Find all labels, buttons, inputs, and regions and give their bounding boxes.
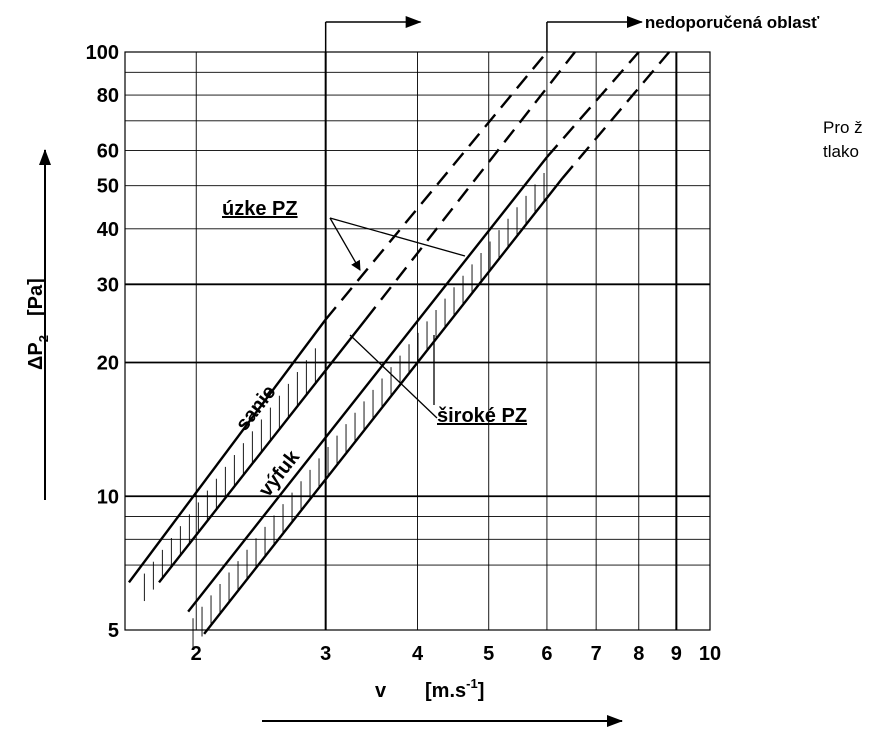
wide-zone-leader-1 xyxy=(349,334,438,419)
y-tick-label: 20 xyxy=(97,353,119,375)
series-dashed-sanie-upper xyxy=(324,51,548,321)
x-tick-label: 4 xyxy=(412,643,424,665)
y-axis-unit: [Pa] xyxy=(25,278,47,316)
side-note-line-2: tlako xyxy=(823,142,859,161)
series-line-sanie-lower xyxy=(158,318,367,584)
x-axis-symbol: v xyxy=(375,680,387,702)
side-note-line-1: Pro ž xyxy=(823,118,863,137)
x-tick-label: 9 xyxy=(671,643,682,665)
y-tick-label: 50 xyxy=(97,176,119,198)
narrow-zone-leader-1 xyxy=(329,217,361,271)
series-line-sanie-upper xyxy=(128,318,327,584)
narrow-zone-leader-2 xyxy=(329,217,466,257)
series-lines xyxy=(128,51,671,635)
series-line-výfuk-upper xyxy=(187,156,548,613)
y-axis-title: ΔP2 [Pa] xyxy=(25,278,51,370)
y-tick-label: 10 xyxy=(97,486,119,508)
y-tick-label: 60 xyxy=(97,141,119,163)
series-label-sanie: sanie xyxy=(232,381,281,435)
y-tick-label: 30 xyxy=(97,274,119,296)
tick-labels: 2 3 4 5 6 7 8 9 10 5 10 20 30 40 50 60 80 100 xyxy=(86,42,722,665)
x-tick-label: 3 xyxy=(320,643,331,665)
x-tick-label: 10 xyxy=(699,643,721,665)
hatch-vyfuk xyxy=(192,173,545,649)
x-tick-label: 8 xyxy=(633,643,644,665)
grid xyxy=(124,51,711,631)
y-tick-label: 5 xyxy=(108,620,119,642)
bands xyxy=(143,173,545,649)
series-dashed-sanie-lower xyxy=(364,51,576,321)
series-dashed-výfuk-lower xyxy=(561,51,671,179)
y-tick-label: 40 xyxy=(97,219,119,241)
x-tick-label: 7 xyxy=(591,643,602,665)
y-tick-label: 100 xyxy=(86,42,119,64)
x-tick-label: 5 xyxy=(483,643,494,665)
narrow-zone-label: úzke PZ xyxy=(222,198,298,220)
hatch-sanie xyxy=(143,348,316,602)
x-axis-unit: [m.s-1] xyxy=(425,676,484,702)
x-tick-label: 2 xyxy=(191,643,202,665)
wide-zone-label: široké PZ xyxy=(437,405,527,427)
series-line-výfuk-lower xyxy=(203,177,564,635)
svg-text:ΔP2: ΔP2 xyxy=(25,335,51,370)
y-tick-label: 80 xyxy=(97,85,119,107)
not-recommended-label: nedoporučená oblasť xyxy=(645,13,820,32)
series-dashed-výfuk-upper xyxy=(546,51,640,158)
x-tick-label: 6 xyxy=(541,643,552,665)
